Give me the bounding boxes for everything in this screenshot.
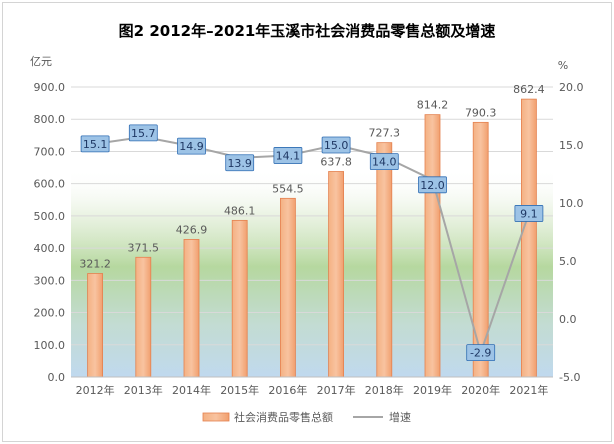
bar <box>279 197 296 378</box>
x-tick-label: 2015年 <box>220 383 259 397</box>
line-value-label: 14.0 <box>369 153 399 171</box>
line-label-text: 14.1 <box>276 149 301 162</box>
line-label-text: 14.0 <box>372 156 397 169</box>
line-value-label: -2.9 <box>466 344 496 362</box>
line-label-box <box>418 176 447 194</box>
line-label-box <box>128 124 158 142</box>
bar <box>231 219 248 378</box>
x-tick-label: 2021年 <box>509 383 548 397</box>
line-label-text: 15.7 <box>131 127 156 140</box>
bar-value-label: 426.9 <box>176 223 208 236</box>
y-tick-label: 300.0 <box>34 274 66 287</box>
bar-value-label: 321.2 <box>79 258 111 271</box>
x-tick-label: 2012年 <box>76 383 115 397</box>
x-tick-label: 2014年 <box>172 383 211 397</box>
bar-series <box>87 98 537 378</box>
line-label-box <box>177 137 206 155</box>
line-value-label: 9.1 <box>514 205 544 222</box>
y-tick-label: 200.0 <box>34 307 66 320</box>
bar-value-label: 637.8 <box>320 155 352 168</box>
y-axis-label: 亿元 <box>30 55 52 68</box>
y-tick-label: 600.0 <box>34 178 66 191</box>
y-tick-label: 900.0 <box>34 81 66 94</box>
legend-bar-swatch <box>202 412 230 422</box>
x-tick-label: 2017年 <box>317 383 356 397</box>
y-tick-label: 100.0 <box>34 339 66 352</box>
line-label-text: 12.0 <box>420 179 445 192</box>
y-tick-label: 500.0 <box>34 210 66 223</box>
line-value-label: 13.9 <box>225 154 255 172</box>
line-value-label: 14.1 <box>273 147 303 164</box>
line-label-box <box>80 135 110 153</box>
y-tick-label: 0.0 <box>48 371 66 384</box>
line-label-text: 15.0 <box>324 139 349 152</box>
x-tick-label: 2016年 <box>268 383 307 397</box>
y-tick-label: 800.0 <box>34 113 66 126</box>
y-right-tick-label: 20.0 <box>559 81 584 94</box>
bar <box>328 171 345 378</box>
line-value-label: 14.9 <box>177 137 206 155</box>
legend: 社会消费品零售总额 增速 <box>202 410 411 424</box>
bar-value-label: 814.2 <box>417 99 449 112</box>
bar-line-chart: 图2 2012年–2021年玉溪市社会消费品零售总额及增速 亿元 % 0.0 10… <box>30 22 584 424</box>
bar-data-labels: 321.2 371.5 426.9 486.1 554.5 637.8 727.3 814.2… <box>79 83 544 270</box>
line-label-text: 15.1 <box>83 138 108 151</box>
line-label-text: 14.9 <box>179 140 204 153</box>
bar <box>183 239 200 378</box>
line-label-text: 9.1 <box>520 207 538 220</box>
legend-line-label: 增速 <box>389 410 411 424</box>
bar-value-label: 790.3 <box>465 106 497 119</box>
x-tick-label: 2019年 <box>413 383 452 397</box>
line-label-box <box>273 147 303 164</box>
line-value-label: 15.0 <box>321 136 351 154</box>
y-ticks-right: -5.0 0.0 5.0 10.0 15.0 20.0 <box>559 81 584 384</box>
y-ticks-left: 0.0 100.0 200.0 300.0 400.0 500.0 600.0 700.0 80… <box>34 81 66 384</box>
bar <box>521 98 537 378</box>
bar <box>135 256 152 378</box>
line-value-label: 12.0 <box>418 176 447 194</box>
x-tick-label: 2013年 <box>124 383 163 397</box>
bar-value-label: 371.5 <box>128 241 160 254</box>
line-data-labels: 15.1 15.7 14.9 13.9 14.1 15.0 14.0 12.0 -2.9 9.1 <box>80 124 544 362</box>
line-series <box>94 135 530 354</box>
y-right-tick-label: 15.0 <box>559 139 584 152</box>
y-tick-label: 700.0 <box>34 145 66 158</box>
x-ticks: 2012年 2013年 2014年 2015年 2016年 2017年 2018年 2019年… <box>71 376 553 397</box>
y-right-tick-label: 5.0 <box>559 255 577 268</box>
bar-value-label: 554.5 <box>272 182 304 195</box>
line-value-label: 15.7 <box>128 124 158 142</box>
line-label-box <box>514 205 544 222</box>
x-tick-label: 2018年 <box>365 383 404 397</box>
line-label-text: -2.9 <box>470 347 491 360</box>
line-path <box>94 135 530 354</box>
bar <box>424 114 441 378</box>
y-right-tick-label: 10.0 <box>559 197 584 210</box>
line-label-text: 13.9 <box>227 157 252 170</box>
y-axis-right-label: % <box>558 59 568 72</box>
bar-value-label: 486.1 <box>224 204 256 217</box>
x-tick-label: 2020年 <box>461 383 500 397</box>
bar <box>87 273 103 378</box>
y-right-tick-label: 0.0 <box>559 313 577 326</box>
line-label-box <box>369 153 399 171</box>
bar <box>376 142 393 378</box>
y-tick-label: 400.0 <box>34 242 66 255</box>
chart-title: 图2 2012年–2021年玉溪市社会消费品零售总额及增速 <box>119 22 496 40</box>
line-label-box <box>225 154 255 172</box>
line-label-box <box>466 344 496 362</box>
line-value-label: 15.1 <box>80 135 110 153</box>
legend-bar-label: 社会消费品零售总额 <box>234 410 333 424</box>
line-label-box <box>321 136 351 154</box>
gridlines <box>71 86 553 378</box>
bar-value-label: 727.3 <box>369 127 401 140</box>
y-right-tick-label: -5.0 <box>559 371 580 384</box>
bar-value-label: 862.4 <box>513 83 545 96</box>
